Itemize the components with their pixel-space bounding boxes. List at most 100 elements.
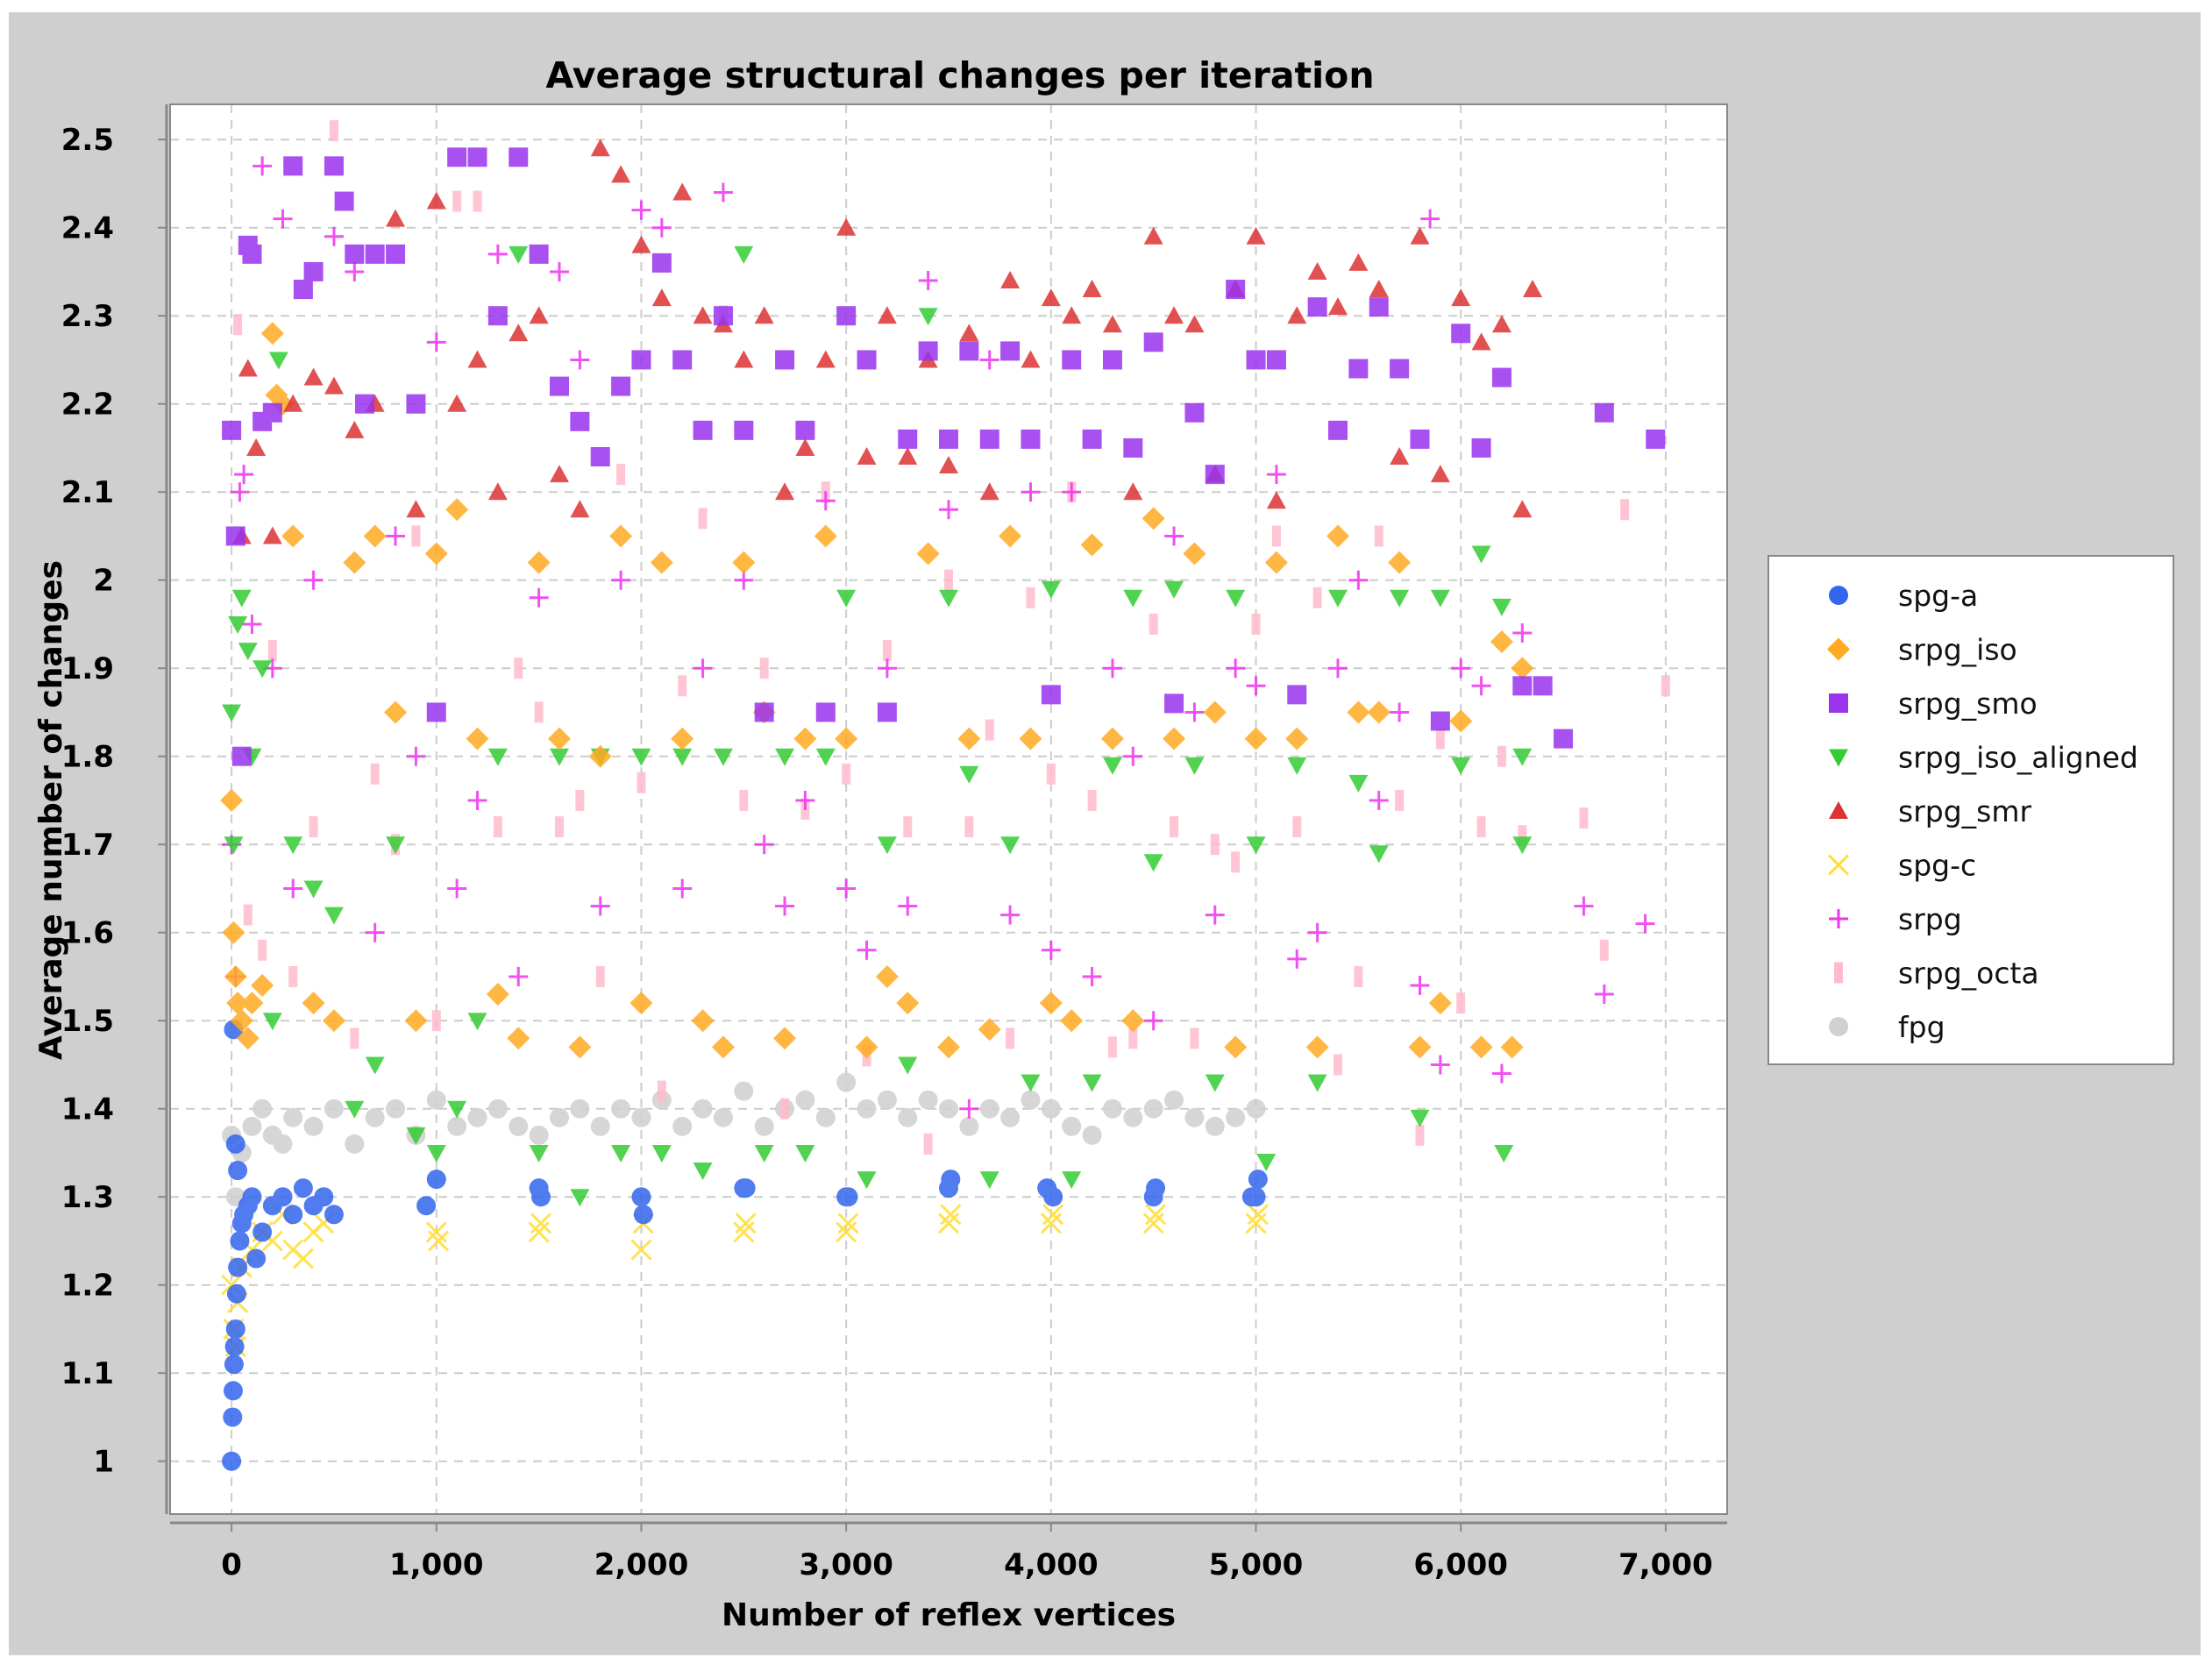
data-point-srpg_smr — [324, 376, 344, 395]
data-point-srpg_octa — [288, 965, 298, 987]
series-spg-a — [222, 1020, 1268, 1471]
data-point-fpg — [918, 1090, 938, 1110]
data-point-srpg_iso — [732, 551, 756, 574]
data-point-fpg — [1041, 1099, 1061, 1119]
data-point-srpg_iso — [343, 551, 366, 574]
data-point-srpg_smo — [918, 341, 938, 361]
x-tick-label: 4,000 — [1004, 1547, 1099, 1582]
data-point-srpg — [1328, 658, 1348, 679]
data-point-spg-a — [530, 1187, 551, 1207]
data-point-spg-a — [224, 1337, 245, 1357]
data-point-srpg_smr — [262, 526, 282, 544]
data-point-srpg_iso — [1264, 551, 1288, 574]
data-point-srpg_iso — [671, 727, 694, 750]
data-point-srpg_smr — [426, 191, 446, 210]
data-point-srpg_smr — [939, 456, 958, 474]
data-point-srpg_smo — [293, 280, 313, 300]
data-point-srpg_octa — [1292, 816, 1302, 838]
data-point-srpg_iso — [251, 974, 274, 997]
data-point-srpg_smr — [1328, 297, 1348, 316]
data-point-srpg — [1287, 949, 1307, 969]
data-point-srpg — [345, 261, 365, 281]
data-point-fpg — [426, 1090, 446, 1110]
data-point-srpg — [1123, 746, 1143, 766]
data-point-spg-a — [633, 1205, 653, 1225]
data-point-srpg_iso_aligned — [1102, 757, 1122, 775]
data-point-srpg_iso — [1408, 1035, 1432, 1059]
data-point-srpg_iso_aligned — [1471, 545, 1491, 564]
data-point-srpg — [795, 790, 815, 810]
data-point-srpg_iso — [937, 1035, 960, 1059]
data-point-srpg — [1348, 570, 1369, 590]
legend-marker-srpg — [1829, 909, 1848, 928]
data-point-srpg_octa — [1210, 834, 1220, 856]
data-point-srpg_iso_aligned — [939, 589, 958, 608]
data-point-fpg — [1062, 1116, 1082, 1136]
legend-item-spg-c: spg-c — [1827, 849, 1976, 883]
data-point-fpg — [386, 1099, 406, 1119]
data-point-fpg — [754, 1116, 774, 1136]
data-point-srpg_octa — [1190, 1028, 1199, 1049]
y-tick-label: 1.4 — [61, 1092, 114, 1127]
data-point-srpg_smo — [857, 350, 877, 370]
data-point-spg-c — [425, 1221, 447, 1243]
data-point-spg-a — [273, 1187, 293, 1207]
data-point-srpg_octa — [493, 816, 502, 838]
data-point-srpg_iso_aligned — [651, 1144, 672, 1163]
data-point-srpg_iso — [260, 322, 284, 345]
legend-marker-spg-c — [1827, 854, 1850, 876]
data-point-fpg — [509, 1116, 529, 1136]
data-point-srpg_smo — [734, 420, 754, 440]
legend-label: srpg_smo — [1898, 686, 2038, 721]
data-point-srpg_smo — [1102, 350, 1122, 370]
data-point-srpg_smo — [1491, 367, 1511, 388]
data-point-srpg_iso — [588, 744, 612, 768]
data-point-srpg_smr — [1471, 332, 1491, 351]
data-point-spg-c — [428, 1230, 450, 1252]
data-point-spg-a — [631, 1187, 651, 1207]
data-point-srpg_smo — [487, 306, 508, 326]
data-point-srpg_octa — [1026, 587, 1035, 608]
legend-label: srpg_iso_aligned — [1898, 741, 2138, 775]
data-point-fpg — [447, 1116, 467, 1136]
legend-label: srpg — [1898, 902, 1962, 936]
data-point-srpg_smo — [386, 244, 406, 264]
data-point-srpg_iso_aligned — [1246, 836, 1266, 855]
data-point-srpg_smr — [345, 420, 365, 438]
data-point-srpg_smr — [959, 324, 979, 342]
data-point-spg-c — [1042, 1204, 1064, 1226]
data-point-srpg — [1000, 905, 1021, 925]
data-point-srpg_smr — [631, 235, 651, 253]
data-point-fpg — [590, 1116, 610, 1136]
data-point-srpg — [754, 835, 774, 855]
data-point-srpg_smr — [246, 437, 267, 456]
data-point-srpg_smo — [283, 156, 303, 176]
data-point-srpg_smr — [1523, 280, 1542, 298]
data-point-fpg — [1205, 1116, 1225, 1136]
data-point-srpg_smo — [262, 402, 282, 423]
data-point-srpg_iso_aligned — [1041, 580, 1061, 599]
data-point-fpg — [959, 1116, 979, 1136]
data-point-srpg_iso_aligned — [1512, 748, 1533, 766]
y-tick-label: 1.7 — [61, 828, 114, 863]
data-point-srpg — [467, 790, 487, 810]
data-point-srpg_iso — [999, 524, 1022, 548]
legend-marker-spg-a — [1829, 586, 1848, 605]
data-point-fpg — [1164, 1090, 1184, 1110]
data-point-spg-a — [228, 1257, 248, 1277]
data-point-srpg_iso — [896, 992, 920, 1015]
data-point-spg-a — [228, 1161, 248, 1181]
data-point-srpg — [1420, 209, 1440, 229]
legend-marker-srpg_iso_aligned — [1829, 749, 1848, 767]
y-tick-label: 1.3 — [61, 1180, 114, 1215]
legend-marker-srpg_iso — [1827, 637, 1850, 661]
x-tick-label: 0 — [221, 1547, 242, 1582]
data-point-srpg_iso — [1163, 727, 1186, 750]
data-point-spg-c — [530, 1212, 552, 1234]
data-point-srpg_octa — [1497, 745, 1506, 767]
legend-item-srpg_octa: srpg_octa — [1834, 956, 2039, 991]
data-point-fpg — [365, 1107, 385, 1127]
data-point-srpg_iso — [793, 727, 817, 750]
data-point-srpg_smr — [1451, 288, 1471, 307]
y-axis-title: Average number of changes — [33, 560, 69, 1060]
